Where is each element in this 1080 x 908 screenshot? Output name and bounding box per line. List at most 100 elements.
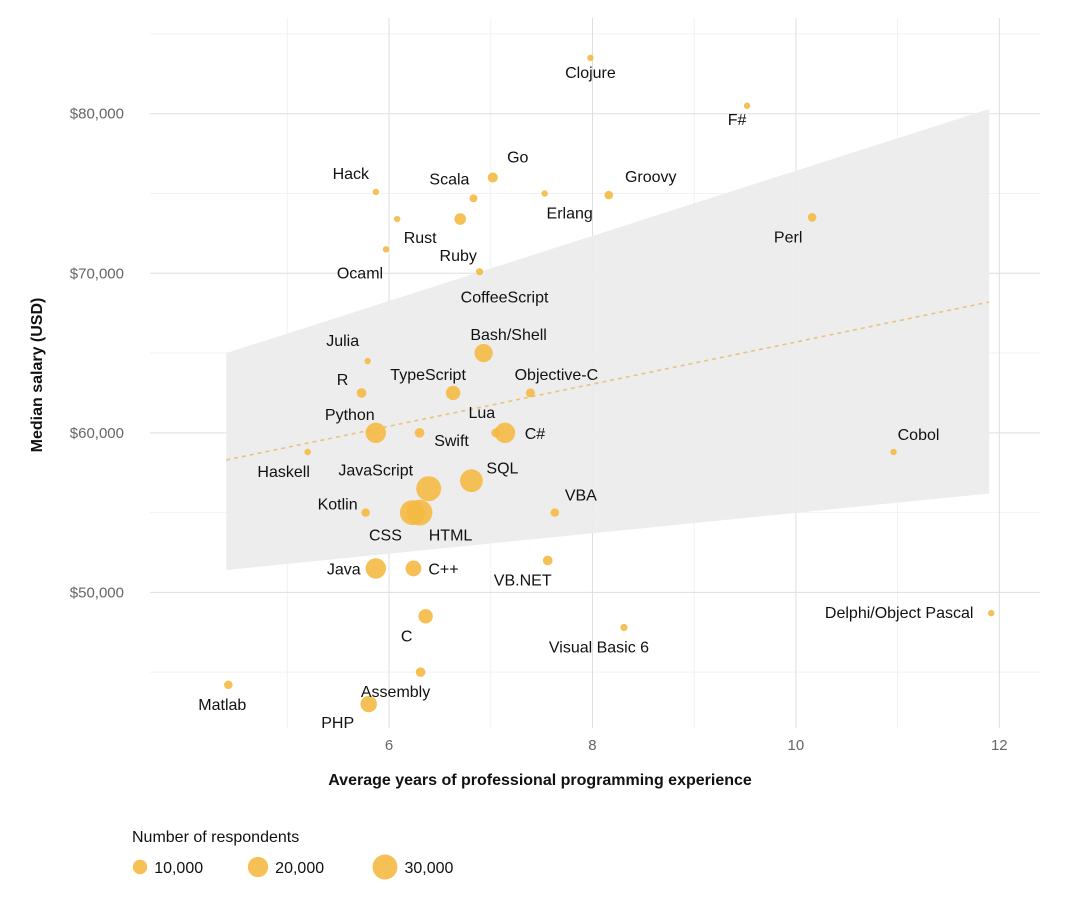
point-label: Rust <box>404 230 437 247</box>
point-perl <box>807 213 817 222</box>
point-label: Visual Basic 6 <box>549 639 649 656</box>
point-label: Delphi/Object Pascal <box>825 605 974 622</box>
point-r <box>356 388 367 398</box>
point-rust <box>393 215 401 223</box>
point-label: Kotlin <box>318 497 358 514</box>
x-tick-label: 6 <box>385 737 393 754</box>
x-axis-title: Average years of professional programmin… <box>328 772 752 789</box>
point-label: Ocaml <box>337 265 383 282</box>
point-label: CoffeeScript <box>461 290 549 307</box>
legend-swatch <box>247 856 269 878</box>
point-java <box>365 558 386 579</box>
point-clojure <box>587 54 594 62</box>
point-label: Groovy <box>625 169 677 186</box>
point-label: Bash/Shell <box>470 327 547 344</box>
y-axis-title: Median salary (USD) <box>29 298 46 453</box>
point-label: Swift <box>434 433 469 450</box>
legend-swatch <box>372 854 398 880</box>
point-label: R <box>337 372 349 389</box>
legend-swatch <box>132 859 148 875</box>
point-cobol <box>890 448 897 456</box>
x-axis-ticks: 6 8 10 12 <box>385 737 1008 754</box>
point-kotlin <box>361 508 370 517</box>
point-label: SQL <box>486 461 518 478</box>
confidence-band <box>226 108 990 571</box>
point-php <box>360 695 377 713</box>
y-axis-ticks: $50,000 $60,000 $70,000 $80,000 <box>70 106 124 602</box>
point-label: C++ <box>428 561 458 578</box>
point-c <box>418 609 433 624</box>
point-label: C# <box>525 426 546 443</box>
point-label: Erlang <box>547 206 593 223</box>
legend-label: 20,000 <box>275 860 324 877</box>
point-go <box>487 172 498 183</box>
point-bash-shell <box>474 343 493 363</box>
point-label: CSS <box>369 528 402 545</box>
point-delphi-object-pascal <box>987 609 995 617</box>
y-tick-label: $70,000 <box>70 265 124 282</box>
point-groovy <box>604 190 613 200</box>
x-tick-label: 10 <box>788 737 805 754</box>
legend-label: 30,000 <box>404 860 453 877</box>
point-assembly <box>415 667 426 677</box>
point-julia <box>364 357 371 365</box>
point-hack <box>372 188 380 196</box>
point-label: F# <box>728 112 747 129</box>
point-label: TypeScript <box>390 367 466 384</box>
point-c- <box>494 422 516 444</box>
size-legend: Number of respondents 10,000 20,000 30,000 <box>132 829 454 880</box>
point-swift <box>414 428 425 438</box>
point-python <box>365 422 386 444</box>
point-label: JavaScript <box>338 463 413 480</box>
point-visual-basic-6 <box>620 623 628 632</box>
point-label: Julia <box>326 333 359 350</box>
point-f- <box>743 102 751 109</box>
point-matlab <box>224 680 233 690</box>
point-typescript <box>445 385 461 401</box>
point-label: Hack <box>333 166 370 183</box>
point-label: Assembly <box>361 684 430 701</box>
point-labels: Clojure F# Hack Go Scala Groovy Erlang Rust Perl… <box>198 65 973 732</box>
point-label: PHP <box>321 715 354 732</box>
point-html <box>406 499 433 526</box>
point-label: HTML <box>429 528 473 545</box>
point-label: Go <box>507 150 528 167</box>
trend-line <box>226 301 990 461</box>
point-label: Lua <box>468 405 495 422</box>
data-points <box>224 54 995 713</box>
point-label: Python <box>325 407 375 424</box>
point-objective-c <box>525 388 535 398</box>
point-sql <box>460 469 483 493</box>
point-label: Matlab <box>198 697 246 714</box>
legend-label: 10,000 <box>154 860 203 877</box>
point-vba <box>550 508 560 517</box>
point-scala <box>469 194 478 203</box>
y-tick-label: $80,000 <box>70 106 124 123</box>
confidence-band-area <box>226 108 990 571</box>
x-tick-label: 8 <box>588 737 596 754</box>
point-erlang <box>541 190 548 197</box>
x-tick-label: 12 <box>991 737 1008 754</box>
point-label: VBA <box>565 488 597 505</box>
point-c- <box>405 560 422 577</box>
legend-title: Number of respondents <box>132 829 299 846</box>
point-coffeescript <box>475 268 484 276</box>
point-label: Perl <box>774 229 802 246</box>
point-ocaml <box>382 246 390 253</box>
point-label: Scala <box>429 171 469 188</box>
point-vb-net <box>542 555 553 566</box>
point-label: Objective-C <box>515 367 599 384</box>
point-haskell <box>304 448 311 456</box>
y-tick-label: $50,000 <box>70 584 124 601</box>
point-label: VB.NET <box>494 572 552 589</box>
point-label: Ruby <box>440 248 477 265</box>
point-label: Java <box>327 561 361 578</box>
y-tick-label: $60,000 <box>70 425 124 442</box>
point-label: Haskell <box>257 464 309 481</box>
point-ruby <box>454 213 467 225</box>
point-label: Clojure <box>565 65 616 82</box>
point-label: C <box>401 628 413 645</box>
point-label: Cobol <box>898 427 940 444</box>
point-javascript <box>416 476 442 502</box>
